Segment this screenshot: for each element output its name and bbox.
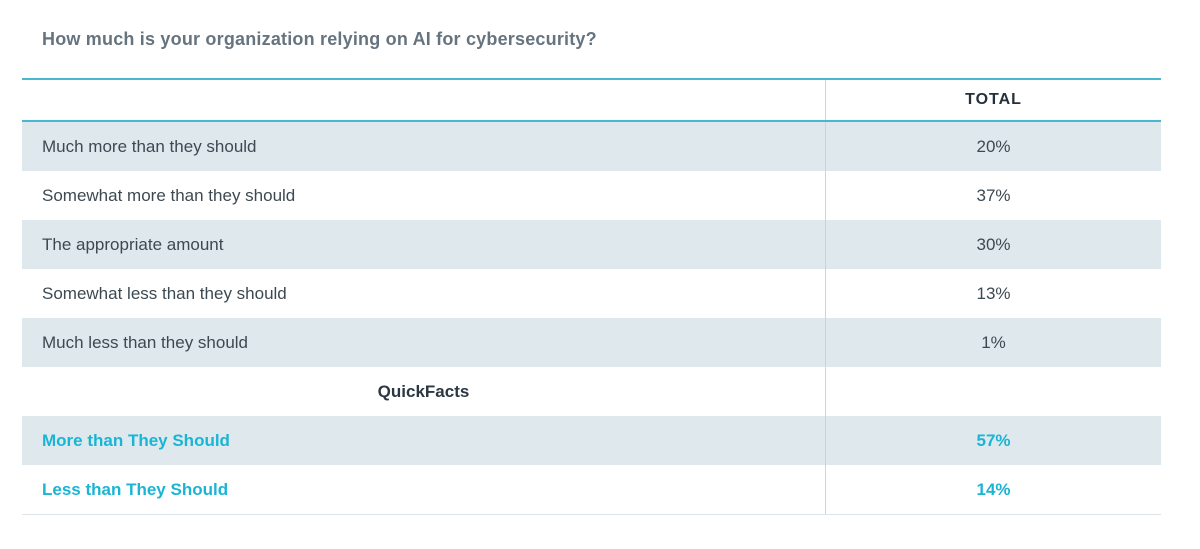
row-value: 13% [825,269,1161,318]
table-row: Somewhat less than they should 13% [22,269,1161,318]
row-value-empty [825,367,1161,416]
quickfacts-row: Less than They Should 14% [22,465,1161,514]
row-label: Somewhat more than they should [42,185,296,205]
survey-results-table: TOTAL Much more than they should 20% Som… [22,78,1161,515]
row-label: Less than They Should [42,479,229,499]
quickfacts-section-title: QuickFacts [377,381,470,401]
table-row: Much less than they should 1% [22,318,1161,367]
row-value: 14% [825,465,1161,514]
table-row: Somewhat more than they should 37% [22,171,1161,220]
row-value: 1% [825,318,1161,367]
row-label: The appropriate amount [42,234,224,254]
quickfacts-row: More than They Should 57% [22,416,1161,465]
quickfacts-section-header-row: QuickFacts [22,367,1161,416]
row-label: Somewhat less than they should [42,283,287,303]
header-total-cell: TOTAL [825,80,1161,120]
row-value: 57% [825,416,1161,465]
header-label-cell-empty [22,80,825,120]
table-row: The appropriate amount 30% [22,220,1161,269]
table-row: Much more than they should 20% [22,122,1161,171]
row-value: 37% [825,171,1161,220]
row-value: 30% [825,220,1161,269]
row-value: 20% [825,122,1161,171]
table-header-row: TOTAL [22,80,1161,122]
row-label: Much less than they should [42,332,249,352]
row-label: Much more than they should [42,136,257,156]
row-label: More than They Should [42,430,230,450]
page-title: How much is your organization relying on… [42,29,597,49]
